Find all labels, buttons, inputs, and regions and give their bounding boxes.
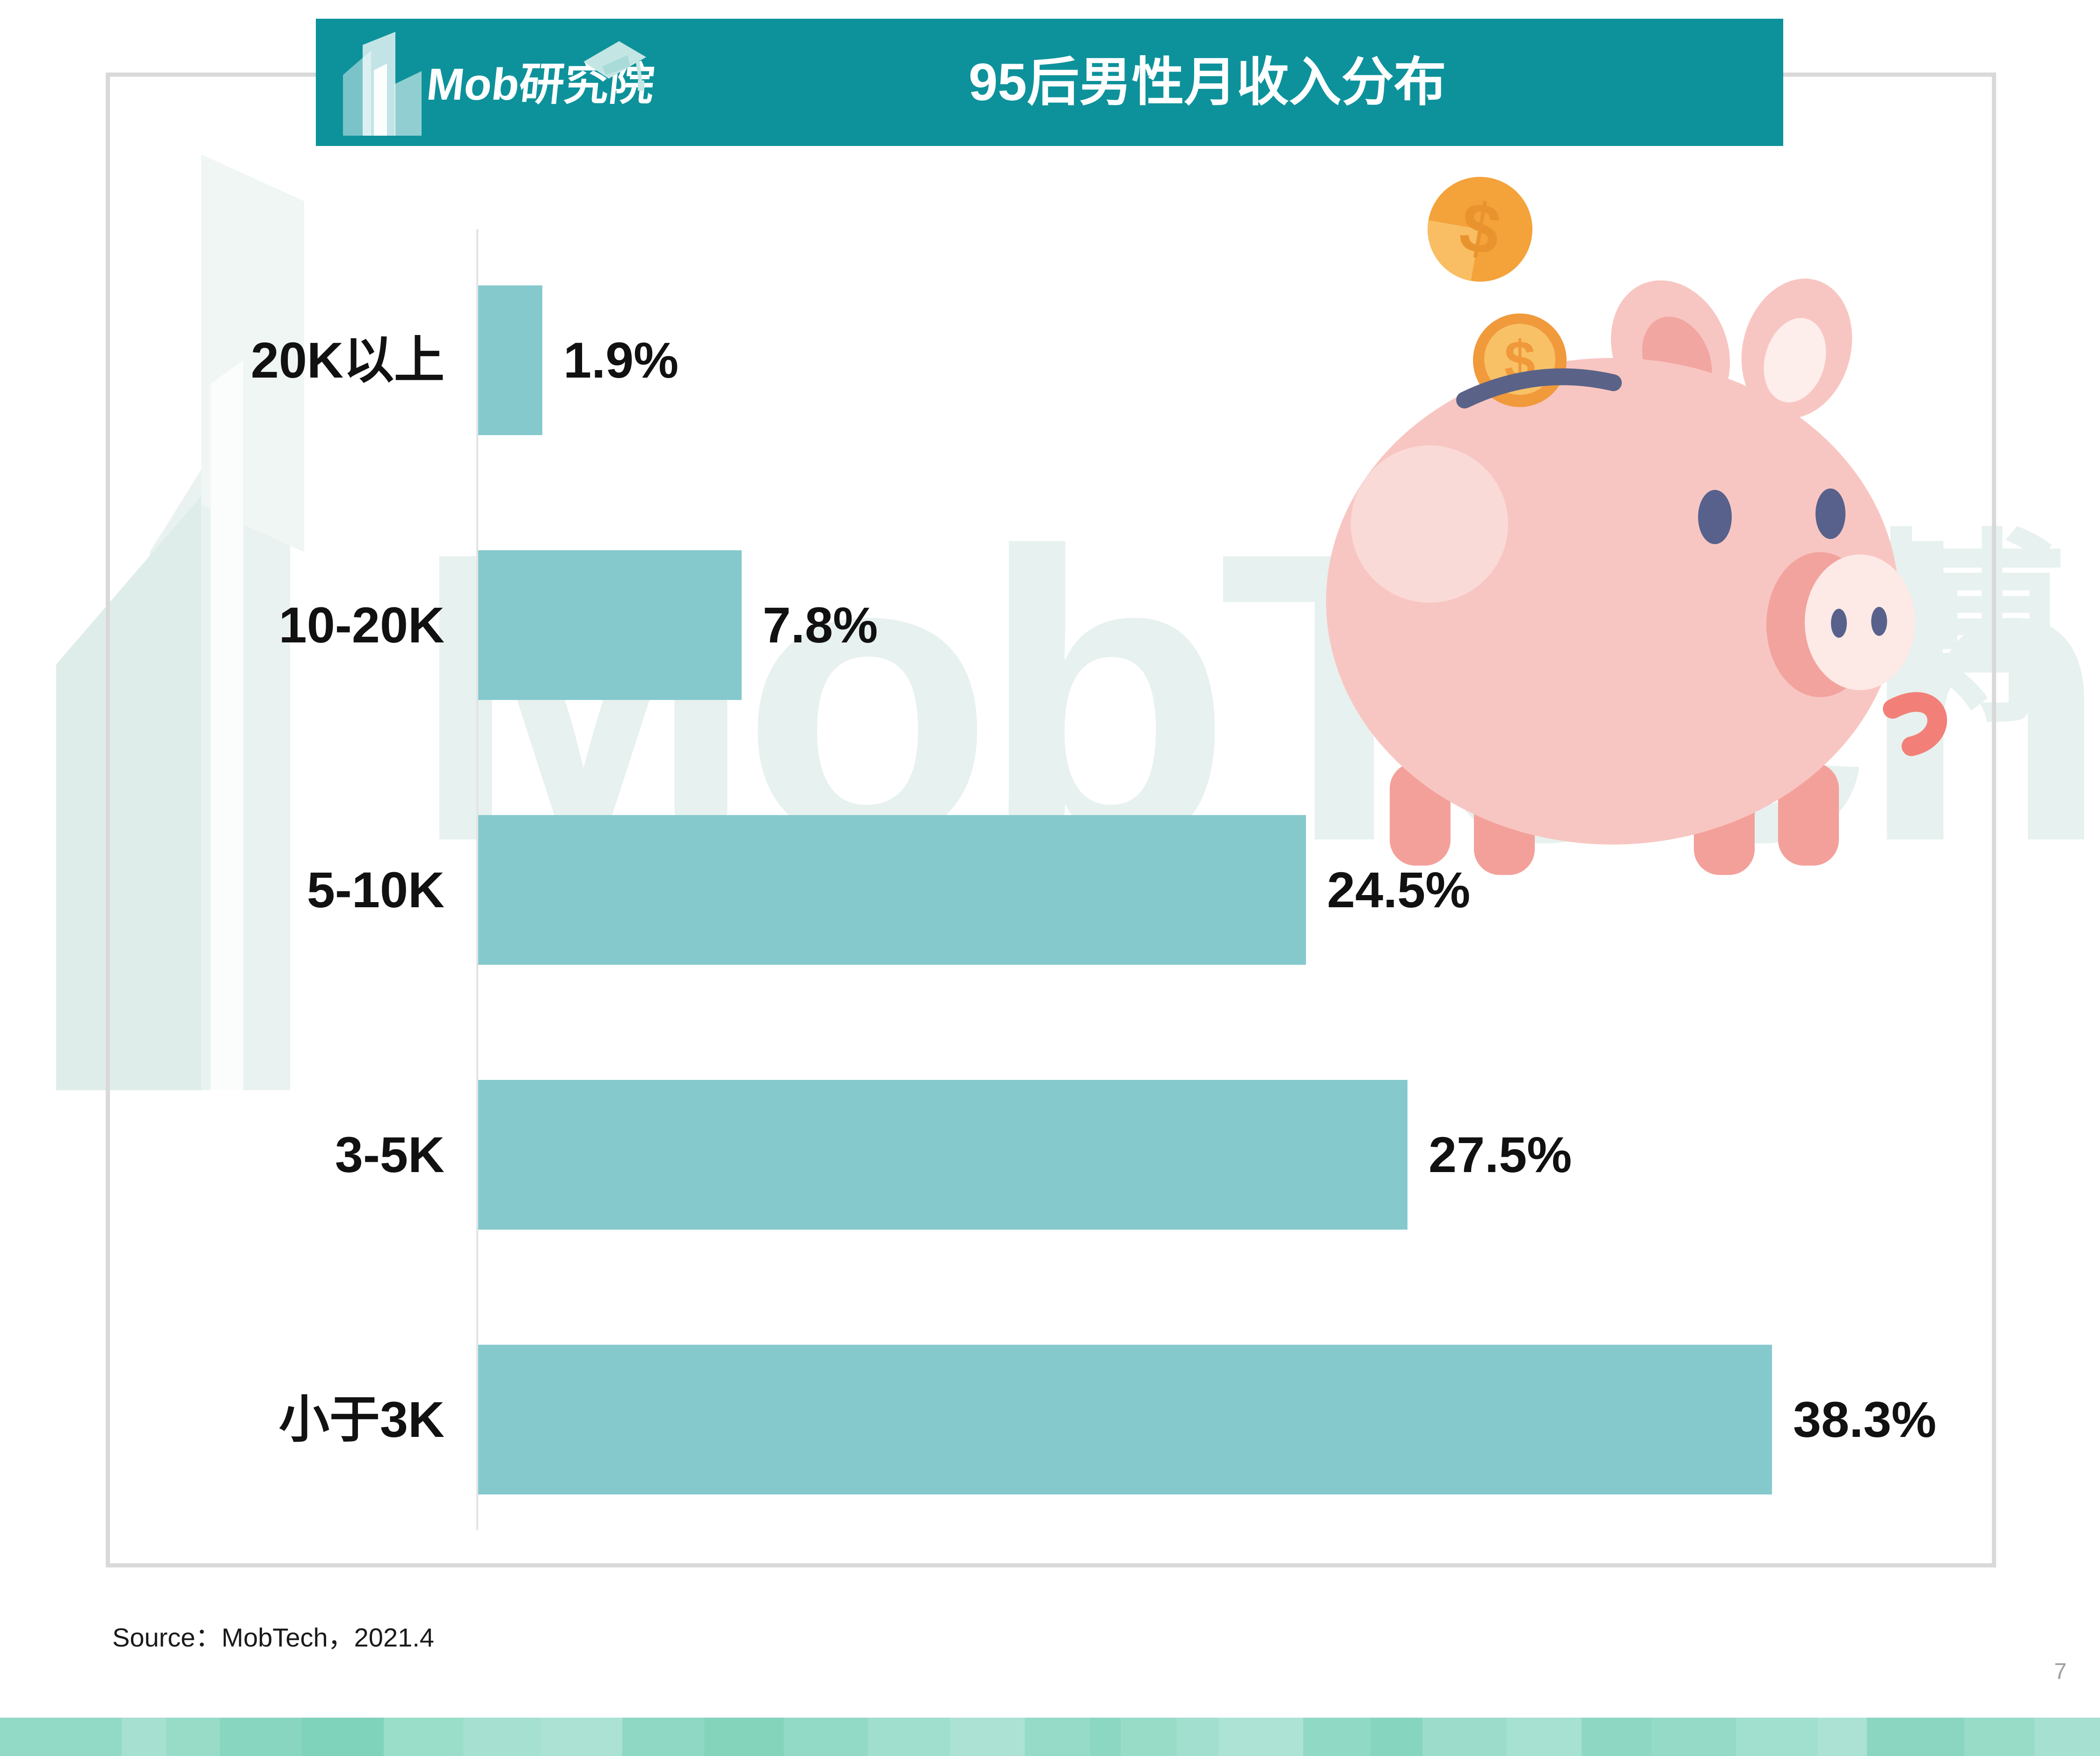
bar: [478, 1080, 1407, 1230]
page-title: 95后男性月收入分布: [969, 53, 1446, 111]
bar: [478, 1345, 1772, 1494]
category-label: 小于3K: [278, 1391, 445, 1448]
footer-stripe-segment: [950, 1718, 1025, 1756]
footer-stripe-segment: [1652, 1718, 1736, 1756]
footer-stripe-segment: [1219, 1718, 1303, 1756]
footer-stripe-segment: [122, 1718, 166, 1756]
footer-stripes: [0, 1718, 2100, 1756]
footer-stripe-segment: [622, 1718, 704, 1756]
bar: [478, 285, 542, 435]
footer-stripe-segment: [220, 1718, 302, 1756]
coin-icon-top: $: [1428, 177, 1532, 282]
bar-row: 10-20K 7.8%: [0, 550, 2100, 700]
footer-stripe-segment: [1371, 1718, 1422, 1756]
value-label: 1.9%: [563, 332, 679, 388]
footer-stripe-segment: [1507, 1718, 1582, 1756]
footer-stripe-segment: [1177, 1718, 1219, 1756]
bar-row: 5-10K 24.5%: [0, 815, 2100, 965]
bar-row: 小于3K 38.3%: [0, 1345, 2100, 1494]
footer-stripe-segment: [166, 1718, 220, 1756]
graduation-cap-icon: [583, 41, 646, 91]
bar: [478, 550, 742, 700]
footer-stripe-segment: [1090, 1718, 1121, 1756]
footer-stripe-segment: [868, 1718, 950, 1756]
page-number: 7: [2054, 1659, 2067, 1684]
footer-stripe-segment: [1025, 1718, 1090, 1756]
footer-stripe-segment: [2034, 1718, 2100, 1756]
value-label: 38.3%: [1793, 1391, 1937, 1448]
footer-stripe-segment: [1422, 1718, 1507, 1756]
footer-stripe-segment: [704, 1718, 784, 1756]
category-label: 5-10K: [306, 861, 445, 918]
source-note: Source：MobTech，2021.4: [112, 1623, 434, 1652]
header-banner: Mob研究院 95后男性月收入分布: [316, 19, 1783, 146]
bar-row: 20K以上 1.9%: [0, 285, 2100, 435]
category-label: 20K以上: [250, 332, 445, 388]
bar: [478, 815, 1306, 965]
footer-stripe-segment: [384, 1718, 463, 1756]
value-label: 24.5%: [1327, 861, 1471, 918]
mob-logo-building-icon: [343, 32, 422, 136]
value-label: 7.8%: [763, 597, 878, 653]
footer-stripe-segment: [1582, 1718, 1652, 1756]
footer-stripe-segment: [1818, 1718, 1867, 1756]
bar-row: 3-5K 27.5%: [0, 1080, 2100, 1230]
value-label: 27.5%: [1429, 1126, 1572, 1183]
footer-stripe-segment: [302, 1718, 384, 1756]
footer-stripe-segment: [1736, 1718, 1818, 1756]
category-label: 10-20K: [278, 597, 445, 653]
footer-stripe-segment: [540, 1718, 622, 1756]
footer-stripe-segment: [463, 1718, 540, 1756]
footer-stripe-segment: [1121, 1718, 1177, 1756]
footer-stripe-segment: [784, 1718, 868, 1756]
category-label: 3-5K: [335, 1126, 445, 1183]
footer-stripe-segment: [1867, 1718, 1964, 1756]
footer-stripe-segment: [0, 1718, 122, 1756]
footer-stripe-segment: [1303, 1718, 1371, 1756]
chart-axis-line: [476, 229, 478, 1530]
footer-stripe-segment: [1964, 1718, 2034, 1756]
watermark-building-icon: [56, 154, 304, 1090]
piggy-bank-illustration: $ $: [1326, 177, 1947, 875]
